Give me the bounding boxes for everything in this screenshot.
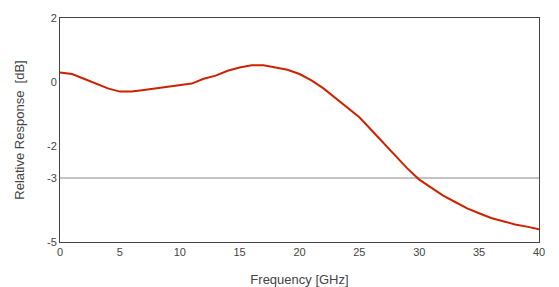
- svg-text:15: 15: [234, 246, 246, 258]
- svg-text:0: 0: [51, 76, 57, 88]
- svg-text:Relative Response [dB]: Relative Response [dB]: [12, 60, 27, 199]
- svg-text:0: 0: [57, 246, 63, 258]
- svg-text:35: 35: [473, 246, 485, 258]
- svg-text:30: 30: [413, 246, 425, 258]
- svg-text:40: 40: [533, 246, 545, 258]
- svg-text:10: 10: [174, 246, 186, 258]
- svg-text:-3: -3: [47, 172, 57, 184]
- svg-text:25: 25: [353, 246, 365, 258]
- svg-text:5: 5: [117, 246, 123, 258]
- svg-text:-2: -2: [47, 140, 57, 152]
- svg-text:20: 20: [293, 246, 305, 258]
- svg-text:-5: -5: [47, 236, 57, 248]
- svg-text:2: 2: [51, 12, 57, 24]
- svg-text:Frequency [GHz]: Frequency [GHz]: [250, 272, 348, 287]
